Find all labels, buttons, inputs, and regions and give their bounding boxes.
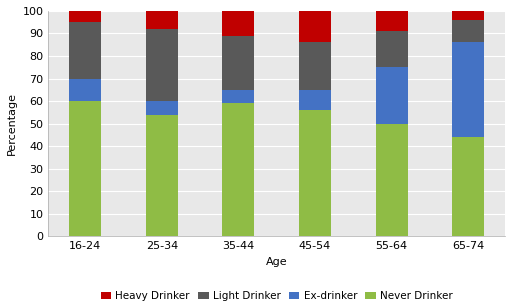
Bar <box>452 42 484 137</box>
Bar <box>222 103 254 236</box>
Bar <box>69 78 101 101</box>
Bar <box>299 42 331 90</box>
Bar <box>146 101 178 115</box>
Bar <box>299 11 331 42</box>
Bar <box>375 67 408 124</box>
Bar <box>222 11 254 36</box>
X-axis label: Age: Age <box>266 257 288 267</box>
Y-axis label: Percentage: Percentage <box>7 92 17 155</box>
Bar <box>69 22 101 78</box>
Bar <box>69 101 101 236</box>
Bar <box>222 90 254 103</box>
Bar <box>146 11 178 29</box>
Bar <box>299 90 331 110</box>
Bar <box>146 115 178 236</box>
Bar <box>146 29 178 101</box>
Bar <box>299 110 331 236</box>
Bar <box>375 124 408 236</box>
Bar <box>452 20 484 42</box>
Bar <box>375 11 408 31</box>
Bar <box>222 36 254 90</box>
Bar <box>452 137 484 236</box>
Bar <box>375 31 408 67</box>
Bar <box>452 11 484 20</box>
Legend: Heavy Drinker, Light Drinker, Ex-drinker, Never Drinker: Heavy Drinker, Light Drinker, Ex-drinker… <box>101 291 453 301</box>
Bar <box>69 11 101 22</box>
